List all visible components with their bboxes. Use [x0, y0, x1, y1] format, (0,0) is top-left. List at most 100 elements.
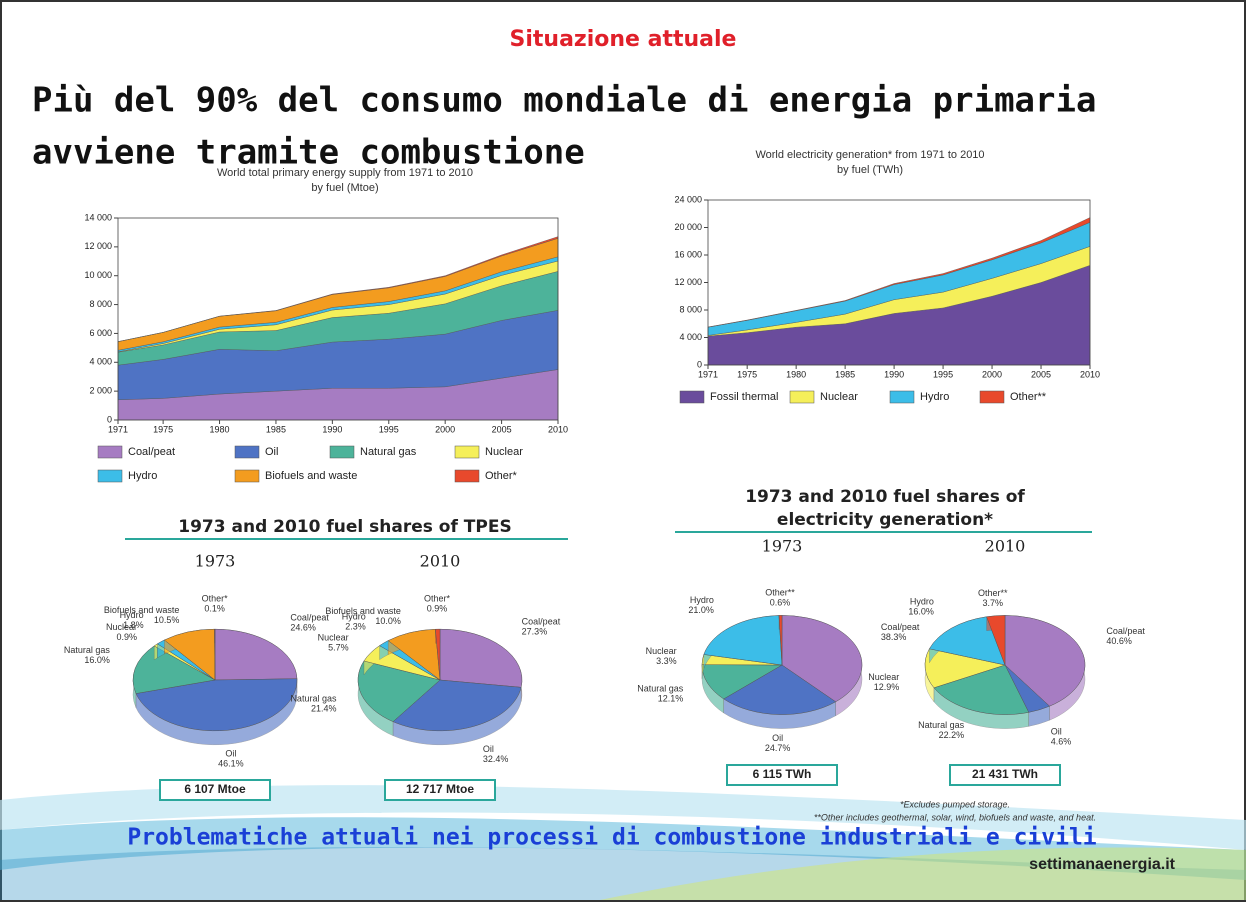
- pie-value-label: 10.5%: [154, 615, 180, 625]
- pie-value-label: 27.3%: [522, 627, 548, 637]
- x-tick-label: 2000: [982, 369, 1002, 379]
- pie-title: 1973: [195, 552, 236, 571]
- y-tick-label: 6 000: [89, 328, 112, 338]
- total-label: 12 717 Mtoe: [406, 782, 474, 796]
- section-title: 1973 and 2010 fuel shares of: [745, 487, 1025, 507]
- x-tick-label: 1990: [322, 424, 342, 434]
- decor-waves: [0, 785, 1246, 900]
- pie-category: Coal/peat: [290, 612, 329, 622]
- x-tick-label: 1995: [933, 369, 953, 379]
- x-tick-label: 2005: [492, 424, 512, 434]
- total-box: [949, 764, 1061, 786]
- pie-title: 2010: [985, 537, 1026, 556]
- legend-label: Nuclear: [820, 391, 858, 403]
- pie-slice: [781, 615, 863, 703]
- pie-category: Other**: [978, 588, 1008, 598]
- pie-category: Hydro: [342, 612, 366, 622]
- legend-label: Nuclear: [485, 446, 523, 458]
- pie-category: Biofuels and waste: [104, 605, 180, 615]
- total-box: [726, 764, 838, 786]
- pie-title: 2010: [420, 552, 461, 571]
- pie-value-label: 3.7%: [982, 598, 1003, 608]
- legend-label: Hydro: [920, 391, 949, 403]
- pie-category: Hydro: [120, 610, 144, 620]
- pie-slice: [778, 615, 783, 666]
- legend-swatch: [679, 390, 705, 404]
- pie-value-label: 46.1%: [218, 759, 244, 769]
- pie-category: Natural gas: [64, 645, 111, 655]
- pie-slice: [214, 628, 298, 681]
- pie-slice: [132, 645, 216, 694]
- chart-subtitle: by fuel (TWh): [837, 164, 903, 176]
- legend-swatch: [329, 445, 355, 459]
- y-tick-label: 14 000: [84, 212, 112, 222]
- chart-title: World total primary energy supply from 1…: [217, 167, 473, 179]
- y-tick-label: 12 000: [84, 241, 112, 251]
- x-tick-label: 1980: [786, 369, 806, 379]
- total-label: 21 431 TWh: [972, 767, 1038, 781]
- pie-slice: [214, 628, 216, 681]
- pie-value-label: 32.4%: [483, 754, 509, 764]
- y-tick-label: 8 000: [679, 304, 702, 314]
- pie-value-label: 2.3%: [345, 622, 366, 632]
- pie-category: Oil: [1051, 727, 1062, 737]
- legend-label: Hydro: [128, 470, 157, 482]
- y-tick-label: 4 000: [89, 357, 112, 367]
- pie-slice: [357, 660, 441, 722]
- pie-value-label: 10.0%: [375, 616, 401, 626]
- legend-swatch: [97, 445, 123, 459]
- pie-category: Other*: [424, 593, 451, 603]
- pie-value-label: 12.9%: [874, 682, 900, 692]
- y-tick-label: 12 000: [674, 277, 702, 287]
- pie-slice: [703, 615, 783, 666]
- total-box: [384, 779, 496, 801]
- pie-category: Hydro: [910, 597, 934, 607]
- pie-slice: [435, 628, 441, 681]
- pie-value-label: 21.4%: [311, 703, 337, 713]
- pie-value-label: 0.1%: [204, 603, 225, 613]
- pie-value-label: 24.6%: [290, 622, 316, 632]
- chart-subtitle: by fuel (Mtoe): [311, 182, 378, 194]
- pie-title: 1973: [762, 537, 803, 556]
- y-tick-label: 0: [697, 359, 702, 369]
- pie-category: Natural gas: [637, 683, 684, 693]
- headline: Più del 90% del consumo mondiale di ener…: [32, 81, 1096, 121]
- footer: Problematiche attuali nei processi di co…: [127, 825, 1096, 851]
- pie-category: Nuclear: [868, 672, 899, 682]
- x-tick-label: 1971: [698, 369, 718, 379]
- pie-category: Natural gas: [290, 693, 337, 703]
- pie-slice: [986, 615, 1006, 666]
- x-tick-label: 1975: [153, 424, 173, 434]
- pie-value-label: 40.6%: [1106, 636, 1132, 646]
- pie-value-label: 38.3%: [881, 632, 907, 642]
- pie-value-label: 0.6%: [770, 598, 791, 608]
- pie-value-label: 5.7%: [328, 643, 349, 653]
- plot-frame: [117, 217, 559, 421]
- y-tick-label: 0: [107, 414, 112, 424]
- pie-slice: [135, 678, 298, 732]
- pie-value-label: 24.7%: [765, 743, 791, 753]
- pie-category: Other**: [765, 588, 795, 598]
- x-tick-label: 1985: [835, 369, 855, 379]
- legend-label: Biofuels and waste: [265, 470, 357, 482]
- pie-slice: [924, 648, 1006, 689]
- legend-label: Coal/peat: [128, 446, 175, 458]
- pie-category: Biofuels and waste: [325, 606, 401, 616]
- legend-swatch: [97, 469, 123, 483]
- legend-label: Other**: [1010, 391, 1047, 403]
- pie-category: Natural gas: [918, 720, 965, 730]
- legend-swatch: [979, 390, 1005, 404]
- y-tick-label: 20 000: [674, 222, 702, 232]
- x-tick-label: 2010: [548, 424, 568, 434]
- pie-category: Oil: [483, 744, 494, 754]
- x-tick-label: 1980: [210, 424, 230, 434]
- pie-value-label: 16.0%: [908, 607, 934, 617]
- pie-category: Other*: [202, 593, 229, 603]
- y-tick-label: 10 000: [84, 270, 112, 280]
- headline: avviene tramite combustione: [32, 133, 585, 173]
- pie-value-label: 12.1%: [658, 693, 684, 703]
- y-tick-label: 8 000: [89, 299, 112, 309]
- legend-label: Natural gas: [360, 446, 417, 458]
